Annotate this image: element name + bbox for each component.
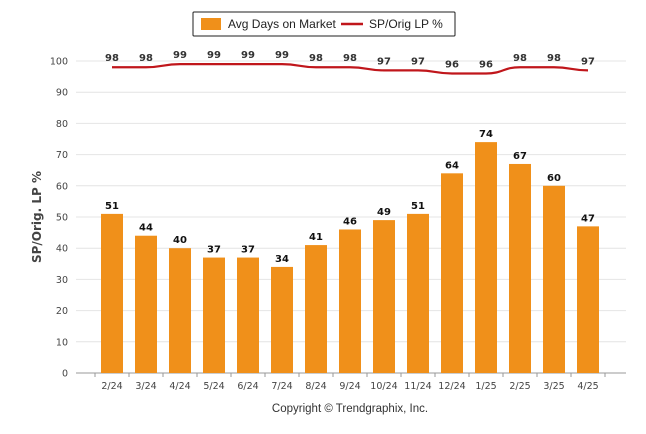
y-tick-label: 90 [56,88,68,99]
legend-label-bar: Avg Days on Market [228,17,336,31]
bar [407,213,429,373]
x-tick-label: 1/25 [475,381,496,392]
bar [135,235,157,373]
copyright-footer: Copyright © Trendgraphix, Inc. [272,403,428,415]
y-tick-label: 60 [56,181,68,192]
x-tick-label: 4/25 [577,381,598,392]
bar [305,245,327,373]
line-path [111,63,589,75]
line-series [111,63,589,75]
line-value-label: 98 [105,53,119,64]
bar [373,220,395,373]
y-tick-label: 40 [56,244,68,255]
y-axis-ticks: 0 10 20 30 40 50 60 70 80 90 100 [50,57,68,380]
line-value-label: 99 [207,50,221,61]
bar-value-label: 64 [445,160,459,171]
bar-value-label: 34 [275,254,289,265]
x-tick-label: 2/24 [101,381,122,392]
line-value-label: 98 [343,53,357,64]
x-tick-label: 11/24 [404,381,431,392]
x-tick-label: 10/24 [370,381,397,392]
bar-value-label: 40 [173,235,187,246]
line-value-label: 97 [377,56,391,67]
bar-value-label: 51 [411,201,425,212]
x-tick-label: 2/25 [509,381,530,392]
bar [237,257,259,373]
bar [271,266,293,373]
line-value-label: 98 [309,53,323,64]
x-tick-label: 5/24 [203,381,224,392]
x-tick-label: 6/24 [237,381,258,392]
bar [475,142,497,373]
x-tick-label: 7/24 [271,381,292,392]
bar [577,226,599,373]
line-value-label: 97 [411,56,425,67]
bar-value-label: 67 [513,151,527,162]
y-tick-label: 80 [56,119,68,130]
bar [543,185,565,373]
line-value-label: 98 [139,53,153,64]
bar [441,173,463,373]
x-axis-ticks: 2/24 3/24 4/24 5/24 6/24 7/24 8/24 9/24 10/24 11/… [94,373,606,392]
line-value-label: 99 [275,50,289,61]
y-tick-label: 0 [62,369,68,380]
line-value-label: 97 [581,56,595,67]
legend-label-line: SP/Orig LP % [369,17,443,31]
line-value-label: 99 [241,50,255,61]
line-value-label: 96 [479,59,493,70]
y-tick-label: 50 [56,213,68,224]
line-value-label: 98 [513,53,527,64]
x-tick-label: 9/24 [339,381,360,392]
bar [339,229,361,373]
bar-value-label: 49 [377,207,391,218]
bar-value-label: 51 [105,201,119,212]
x-tick-label: 8/24 [305,381,326,392]
bar [169,248,191,373]
y-axis-label: SP/Orig. LP % [30,171,44,263]
bar-value-label: 46 [343,216,357,227]
bar-value-label: 37 [207,245,221,256]
bar-value-label: 41 [309,232,323,243]
bar-data-labels: 51 44 40 37 37 34 41 46 49 51 64 74 67 60 47 [105,129,595,265]
legend: Avg Days on Market SP/Orig LP % [192,11,456,37]
bar-value-label: 74 [479,129,493,140]
bar-value-label: 44 [139,223,153,234]
x-tick-label: 12/24 [438,381,465,392]
bar [509,163,531,373]
line-value-label: 99 [173,50,187,61]
bar-series [101,142,599,373]
line-value-label: 96 [445,59,459,70]
y-tick-label: 100 [50,57,68,68]
legend-swatch-bar [201,18,221,30]
line-data-labels: 98 98 99 99 99 99 98 98 97 97 96 96 98 98 97 [105,50,595,70]
y-tick-label: 10 [56,337,68,348]
x-tick-label: 3/24 [135,381,156,392]
bar [101,213,123,373]
x-tick-label: 3/25 [543,381,564,392]
bar-value-label: 47 [581,213,595,224]
bar [203,257,225,373]
bar-value-label: 60 [547,173,561,184]
line-value-label: 98 [547,53,561,64]
y-tick-label: 20 [56,306,68,317]
y-tick-label: 70 [56,150,68,161]
x-tick-label: 4/24 [169,381,190,392]
legend-box [192,11,456,37]
bar-value-label: 37 [241,245,255,256]
y-tick-label: 30 [56,275,68,286]
